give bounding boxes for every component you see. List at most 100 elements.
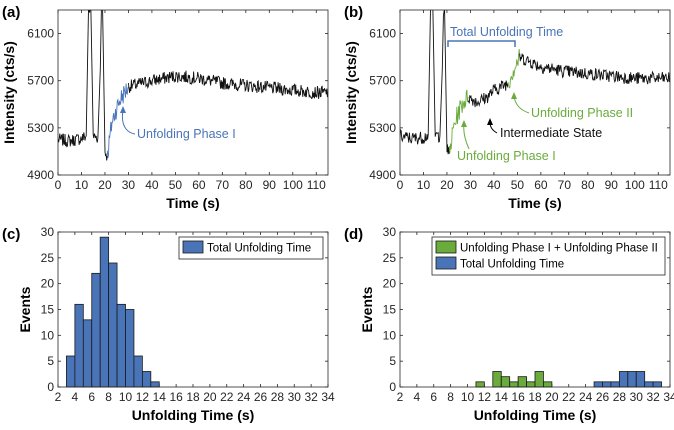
histogram-bar [517, 376, 527, 388]
x-tick-label: 10 [417, 178, 431, 192]
x-tick-label: 110 [307, 178, 326, 192]
histogram-bar [627, 371, 637, 388]
x-tick-label: 80 [239, 178, 253, 192]
y-axis-label: Intensity (cts/s) [343, 41, 359, 144]
x-tick-label: 28 [271, 390, 285, 404]
x-tick-label: 20 [440, 178, 454, 192]
histogram-bar [125, 309, 135, 388]
x-tick-label: 24 [579, 390, 593, 404]
histogram-bar [526, 381, 536, 388]
histogram-bar [593, 381, 603, 388]
panel-label: (c) [2, 226, 20, 243]
annotation-phase-2: Unfolding Phase II [531, 106, 633, 120]
x-tick-label: 10 [461, 390, 475, 404]
annotation-arrowhead [487, 118, 493, 125]
x-tick-label: 2 [397, 390, 404, 404]
legend-swatch [435, 240, 457, 254]
annotation-arrowhead [120, 106, 126, 113]
x-tick-label: 0 [397, 178, 404, 192]
histogram-bar [635, 371, 646, 388]
panel-d: (d)2 4 6 8 10 12 14 16 18 20 22 24 26 28 30 32 340510152… [344, 225, 674, 423]
histogram-bar [644, 381, 654, 388]
y-tick-label: 5300 [369, 121, 396, 135]
x-tick-label: 30 [288, 390, 302, 404]
y-axis-label: Events [359, 286, 375, 332]
legend: Unfolding Phase I + Unfolding Phase II To… [431, 236, 666, 276]
legend-label: Unfolding Phase I + Unfolding Phase II [460, 243, 658, 255]
y-tick-label: 25 [383, 251, 397, 265]
legend: Total Unfolding Time [178, 236, 324, 260]
x-tick-label: 32 [304, 390, 318, 404]
x-axis-label: Time (s) [508, 195, 561, 211]
histogram-bar [602, 381, 612, 388]
x-tick-label: 14 [153, 390, 167, 404]
y-tick-label: 0 [47, 380, 54, 394]
x-tick-label: 34 [321, 390, 335, 404]
y-tick-label: 0 [389, 380, 396, 394]
y-tick-label: 5 [47, 354, 54, 368]
histogram-bar [74, 303, 84, 388]
x-tick-label: 34 [663, 390, 674, 404]
legend-box [431, 236, 666, 276]
y-tick-label: 15 [41, 303, 55, 317]
x-tick-label: 110 [649, 178, 668, 192]
x-tick-label: 16 [511, 390, 525, 404]
legend-label: Total Unfolding Time [460, 259, 564, 271]
x-tick-label: 18 [186, 390, 200, 404]
x-tick-label: 4 [414, 390, 421, 404]
x-tick-label: 4 [72, 390, 79, 404]
annotation-intermediate: Intermediate State [500, 126, 602, 140]
x-tick-label: 10 [75, 178, 89, 192]
histogram-bar [141, 371, 152, 388]
trace-segment-blue [106, 83, 129, 158]
x-tick-label: 100 [283, 178, 303, 192]
trace-segment-black [58, 10, 108, 161]
x-tick-label: 30 [122, 178, 136, 192]
panel-label: (b) [344, 4, 363, 21]
x-tick-label: 50 [169, 178, 183, 192]
x-tick-label: 70 [216, 178, 230, 192]
panel-c: (c)2 4 6 8 10 12 14 16 18 20 22 24 26 28 30 32 340510152… [2, 225, 335, 423]
y-tick-label: 10 [383, 328, 397, 342]
y-tick-label: 5700 [27, 74, 54, 88]
x-tick-label: 50 [511, 178, 525, 192]
x-tick-label: 100 [625, 178, 645, 192]
x-tick-label: 40 [487, 178, 501, 192]
x-tick-label: 16 [169, 390, 183, 404]
histogram-bar [610, 381, 620, 388]
histogram-bar [652, 381, 662, 388]
histogram-bar [492, 371, 502, 388]
x-tick-label: 22 [562, 390, 576, 404]
x-tick-label: 22 [220, 390, 234, 404]
panel-label: (d) [344, 226, 363, 243]
trace-group [400, 10, 670, 155]
trace-group [58, 10, 328, 161]
y-tick-label: 20 [383, 277, 397, 291]
histogram-bar [475, 381, 485, 388]
x-axis-label: Time (s) [166, 195, 219, 211]
y-tick-label: 10 [41, 328, 55, 342]
x-tick-label: 8 [447, 390, 454, 404]
x-tick-label: 30 [464, 178, 478, 192]
histogram-bar [618, 371, 629, 388]
y-axis-label: Intensity (cts/s) [1, 41, 17, 144]
x-tick-label: 12 [478, 390, 492, 404]
x-axis-label: Unfolding Time (s) [132, 407, 255, 423]
y-tick-label: 5300 [27, 121, 54, 135]
x-tick-label: 24 [237, 390, 251, 404]
y-tick-label: 4900 [369, 168, 396, 182]
x-tick-label: 80 [581, 178, 595, 192]
y-tick-label: 5700 [369, 74, 396, 88]
y-tick-label: 6100 [369, 27, 396, 41]
x-tick-label: 70 [558, 178, 572, 192]
panel-label: (a) [2, 4, 20, 21]
histogram-bar [509, 381, 519, 388]
trace-segment-green [507, 49, 521, 89]
histogram-bar [543, 381, 553, 388]
panel-b: (b) 0 10 20 30 40 50 60 70 80 90 100 110 4900 5300 5700… [343, 4, 671, 211]
x-tick-label: 90 [605, 178, 619, 192]
x-tick-label: 14 [495, 390, 509, 404]
y-tick-label: 15 [383, 303, 397, 317]
x-tick-label: 20 [203, 390, 217, 404]
